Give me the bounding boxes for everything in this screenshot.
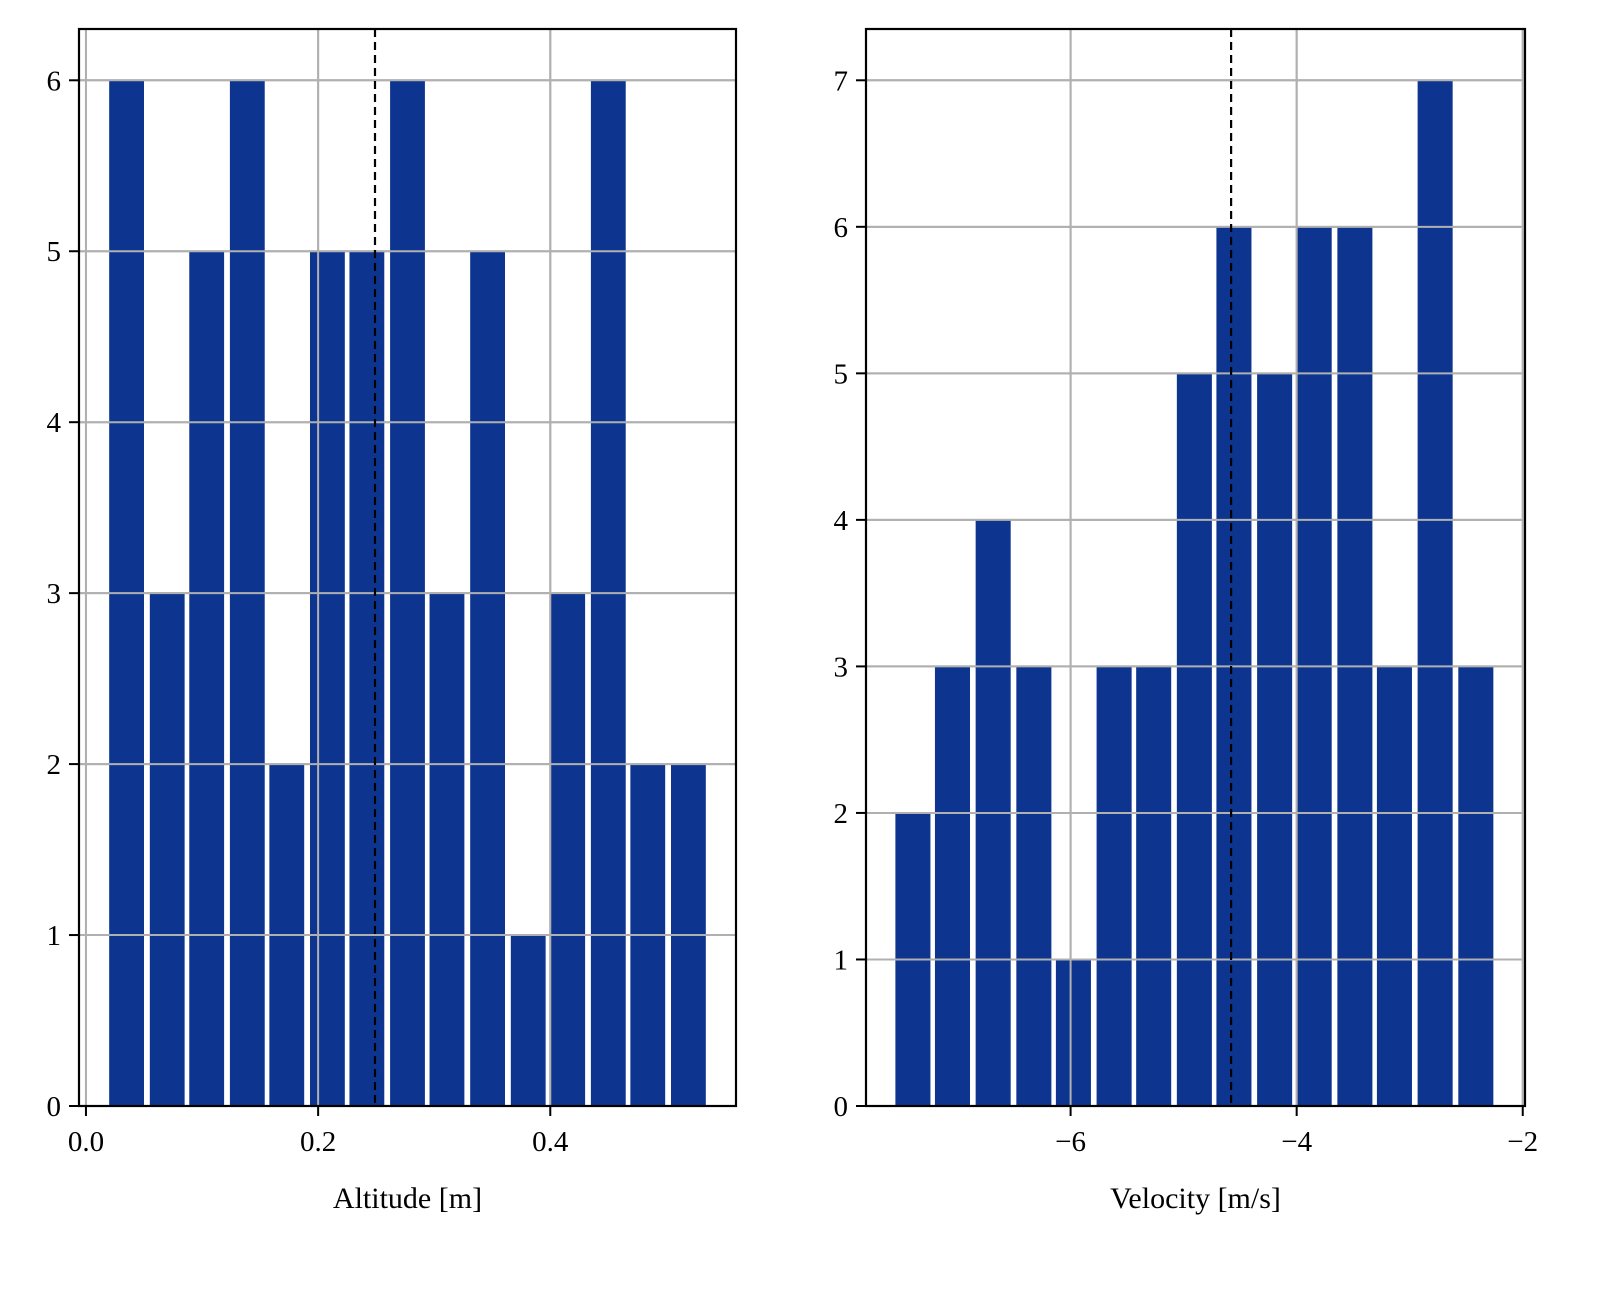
altitude-ytick-label-3: 3 xyxy=(47,578,62,610)
velocity-ytick-label-5: 5 xyxy=(834,358,849,390)
velocity-bar-13 xyxy=(1417,80,1453,1106)
velocity-bar-7 xyxy=(1176,373,1212,1106)
altitude-histogram-panel: 0.0 0.2 0.4 0 1 2 3 4 5 6 Altitude [m] xyxy=(47,27,738,1215)
altitude-ytick-label-1: 1 xyxy=(47,920,62,952)
velocity-ticks: −6 −4 −2 0 1 2 3 4 5 6 7 xyxy=(834,65,1539,1158)
velocity-ytick-label-4: 4 xyxy=(834,505,849,537)
velocity-xtick-label-2: −2 xyxy=(1507,1126,1538,1158)
velocity-ytick-label-6: 6 xyxy=(834,212,849,244)
velocity-ytick-label-3: 3 xyxy=(834,651,849,683)
velocity-axes-frame xyxy=(864,27,1527,1108)
velocity-ytick-label-1: 1 xyxy=(834,944,849,976)
velocity-xtick-label-1: −4 xyxy=(1281,1126,1312,1158)
altitude-ytick-label-2: 2 xyxy=(47,749,62,781)
velocity-ytick-label-7: 7 xyxy=(834,65,849,97)
velocity-bar-5 xyxy=(1096,666,1132,1106)
velocity-ytick-label-2: 2 xyxy=(834,798,849,830)
velocity-bar-14 xyxy=(1458,666,1494,1106)
altitude-bar-5 xyxy=(309,251,345,1106)
altitude-ytick-label-6: 6 xyxy=(47,65,62,97)
velocity-xtick-label-0: −6 xyxy=(1055,1126,1086,1158)
altitude-xlabel: Altitude [m] xyxy=(333,1182,482,1215)
altitude-bar-2 xyxy=(189,251,225,1106)
velocity-axes-border xyxy=(864,27,1527,1108)
velocity-xlabel: Velocity [m/s] xyxy=(1110,1182,1281,1215)
velocity-bar-1 xyxy=(934,666,970,1106)
altitude-xtick-label-2: 0.4 xyxy=(532,1126,569,1158)
altitude-bar-11 xyxy=(550,593,586,1106)
altitude-ticks: 0.0 0.2 0.4 0 1 2 3 4 5 6 xyxy=(47,65,569,1158)
velocity-histogram-panel: −6 −4 −2 0 1 2 3 4 5 6 7 Velocity [m/s] xyxy=(834,27,1539,1215)
velocity-bar-4 xyxy=(1055,959,1091,1106)
altitude-xtick-label-0: 0.0 xyxy=(68,1126,104,1158)
altitude-xtick-label-1: 0.2 xyxy=(300,1126,336,1158)
altitude-reference-line-group xyxy=(79,29,736,1107)
velocity-reference-line-group xyxy=(866,29,1525,1107)
altitude-bar-9 xyxy=(470,251,506,1106)
altitude-bar-10 xyxy=(510,935,546,1106)
altitude-bar-1 xyxy=(149,593,185,1106)
altitude-ytick-label-4: 4 xyxy=(47,407,62,439)
velocity-bar-12 xyxy=(1376,666,1412,1106)
velocity-bar-6 xyxy=(1136,666,1172,1106)
altitude-ytick-label-5: 5 xyxy=(47,236,62,268)
altitude-ytick-label-0: 0 xyxy=(47,1091,62,1123)
velocity-bar-9 xyxy=(1257,373,1293,1106)
altitude-axes-frame xyxy=(77,27,738,1108)
velocity-bar-3 xyxy=(1016,666,1052,1106)
altitude-axes-border xyxy=(77,27,738,1108)
altitude-bar-8 xyxy=(429,593,465,1106)
velocity-ytick-label-0: 0 xyxy=(834,1091,849,1123)
altitude-bar-6 xyxy=(349,251,385,1106)
